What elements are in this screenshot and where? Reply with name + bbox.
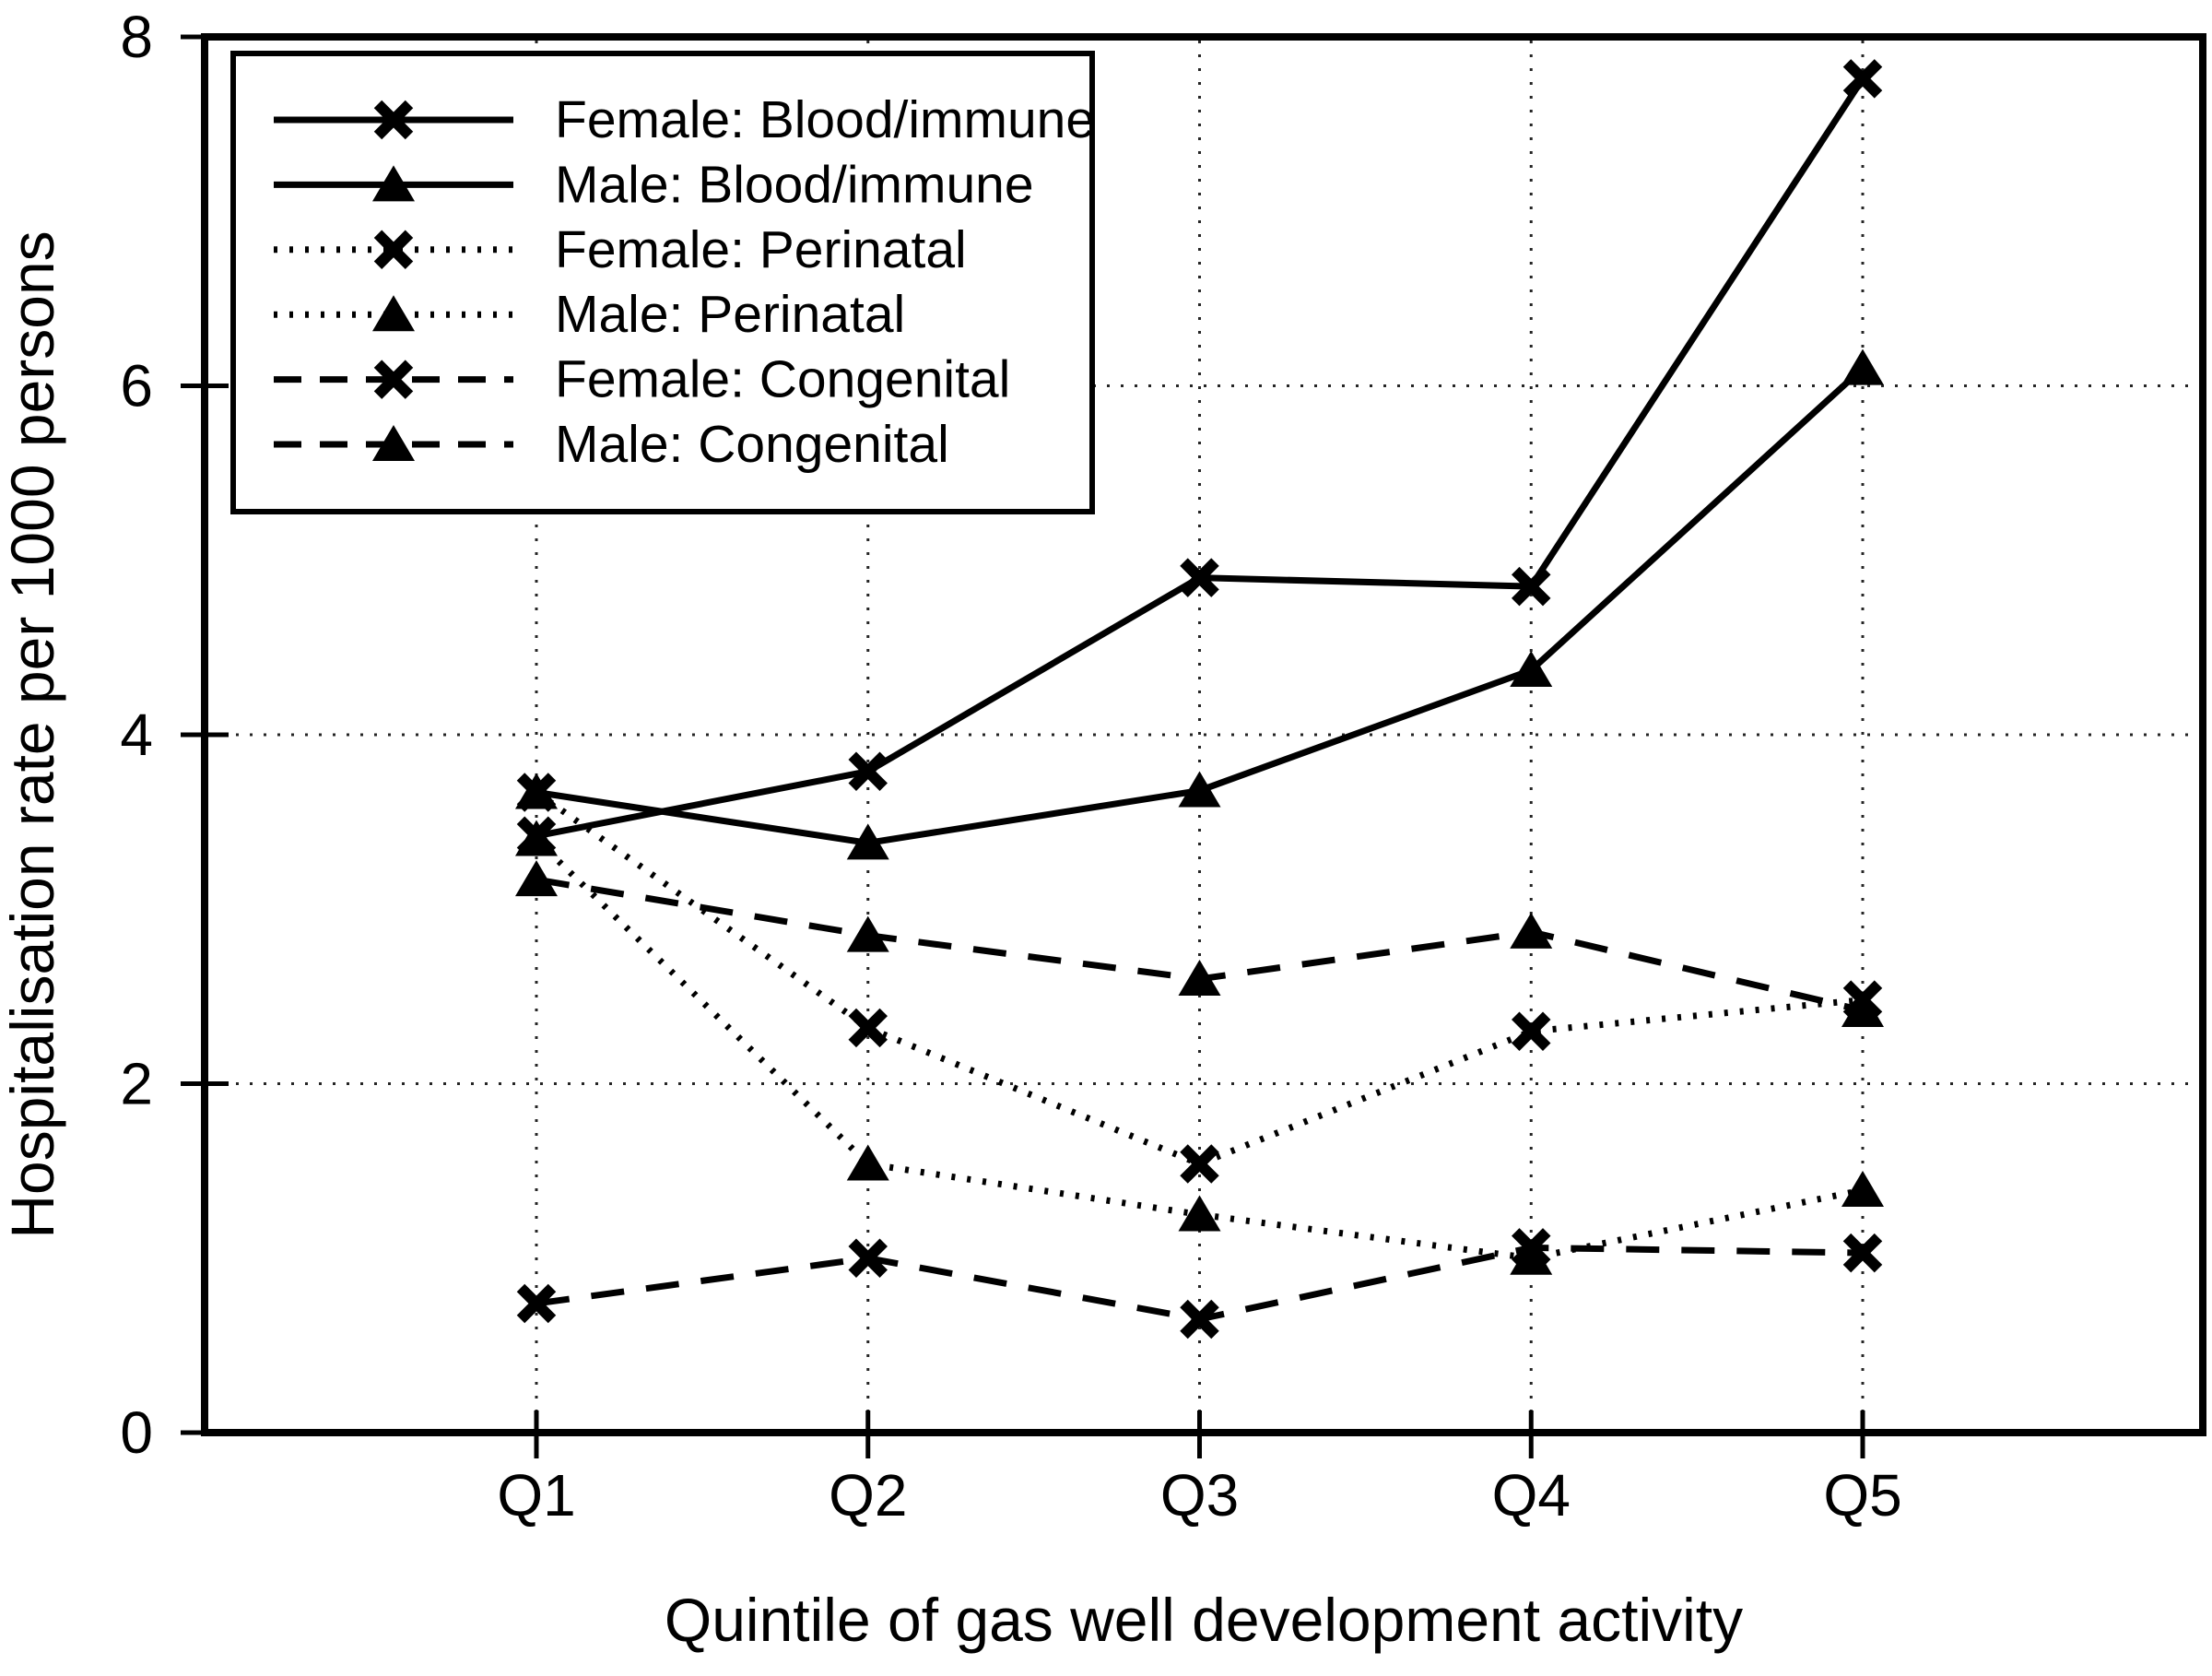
marker-male-blood-immune-q4 [1510, 650, 1553, 687]
marker-female-perinatal-q4 [1512, 1011, 1551, 1051]
marker-male-perinatal-q5 [1841, 1170, 1884, 1207]
legend-label: Female: Congenital [555, 350, 1010, 409]
legend-entry-female-congenital: Female: Congenital [274, 350, 1010, 409]
x-axis-title: Quintile of gas well development activit… [665, 1586, 1743, 1654]
y-tick-label: 2 [120, 1051, 153, 1117]
marker-female-blood-immune-q4 [1512, 566, 1551, 607]
marker-male-perinatal-q3 [1178, 1195, 1221, 1232]
marker-female-blood-immune-q1 [516, 816, 557, 856]
legend-label: Male: Congenital [555, 415, 949, 474]
legend-x-marker-icon [373, 230, 414, 270]
legend-entry-male-perinatal: Male: Perinatal [274, 285, 905, 344]
legend-entry-male-blood-immune: Male: Blood/immune [274, 155, 1034, 214]
marker-female-blood-immune-q2 [848, 751, 888, 791]
marker-female-congenital-q3 [1180, 1299, 1219, 1340]
y-tick-label: 4 [120, 702, 153, 768]
marker-female-perinatal-q5 [1842, 980, 1883, 1020]
legend-triangle-marker-icon [372, 295, 415, 332]
legend-entry-male-congenital: Male: Congenital [274, 415, 949, 474]
marker-male-congenital-q1 [515, 860, 558, 897]
marker-female-congenital-q1 [516, 1283, 557, 1324]
legend-entry-female-perinatal: Female: Perinatal [274, 220, 967, 279]
legend-triangle-marker-icon [372, 425, 415, 461]
marker-female-blood-immune-q3 [1180, 558, 1219, 597]
legend-label: Male: Blood/immune [555, 155, 1034, 214]
marker-female-blood-immune-q5 [1842, 59, 1883, 99]
marker-male-blood-immune-q3 [1178, 771, 1221, 808]
x-tick-label-q1: Q1 [497, 1462, 575, 1528]
marker-male-perinatal-q2 [846, 1144, 889, 1181]
marker-male-congenital-q2 [846, 915, 889, 952]
marker-female-perinatal-q2 [848, 1008, 888, 1048]
axes-layer: 0 2 4 6 8 Q1 Q2 Q3 Q4 Q5 [120, 4, 2206, 1528]
marker-female-perinatal-q3 [1180, 1144, 1219, 1184]
marker-male-congenital-q3 [1178, 959, 1221, 996]
x-tick-label-q3: Q3 [1160, 1462, 1239, 1528]
x-tick-label-q5: Q5 [1823, 1462, 1901, 1528]
legend-label: Female: Blood/immune [555, 90, 1095, 149]
markers-layer [515, 59, 1884, 1340]
y-tick-label: 8 [120, 4, 153, 70]
marker-female-congenital-q5 [1842, 1233, 1883, 1273]
x-tick-label-q2: Q2 [829, 1462, 907, 1528]
legend-label: Female: Perinatal [555, 220, 967, 279]
y-axis-title: Hospitalisation rate per 1000 persons [0, 230, 66, 1238]
marker-male-blood-immune-q5 [1841, 348, 1884, 385]
legend-x-marker-icon [373, 360, 414, 399]
legend-triangle-marker-icon [372, 165, 415, 202]
marker-male-blood-immune-q2 [846, 823, 889, 860]
x-tick-label-q4: Q4 [1492, 1462, 1571, 1528]
legend-entry-female-blood-immune: Female: Blood/immune [274, 90, 1095, 149]
legend: Female: Blood/immune Male: Blood/immune Fe… [230, 51, 1095, 514]
y-tick-label: 6 [120, 353, 153, 419]
y-tick-label: 0 [120, 1399, 153, 1466]
marker-female-perinatal-q1 [516, 773, 557, 812]
legend-x-marker-icon [373, 100, 414, 140]
marker-female-congenital-q2 [848, 1238, 888, 1278]
marker-male-congenital-q4 [1510, 912, 1553, 949]
legend-label: Male: Perinatal [555, 285, 905, 344]
marker-female-congenital-q4 [1512, 1228, 1551, 1268]
